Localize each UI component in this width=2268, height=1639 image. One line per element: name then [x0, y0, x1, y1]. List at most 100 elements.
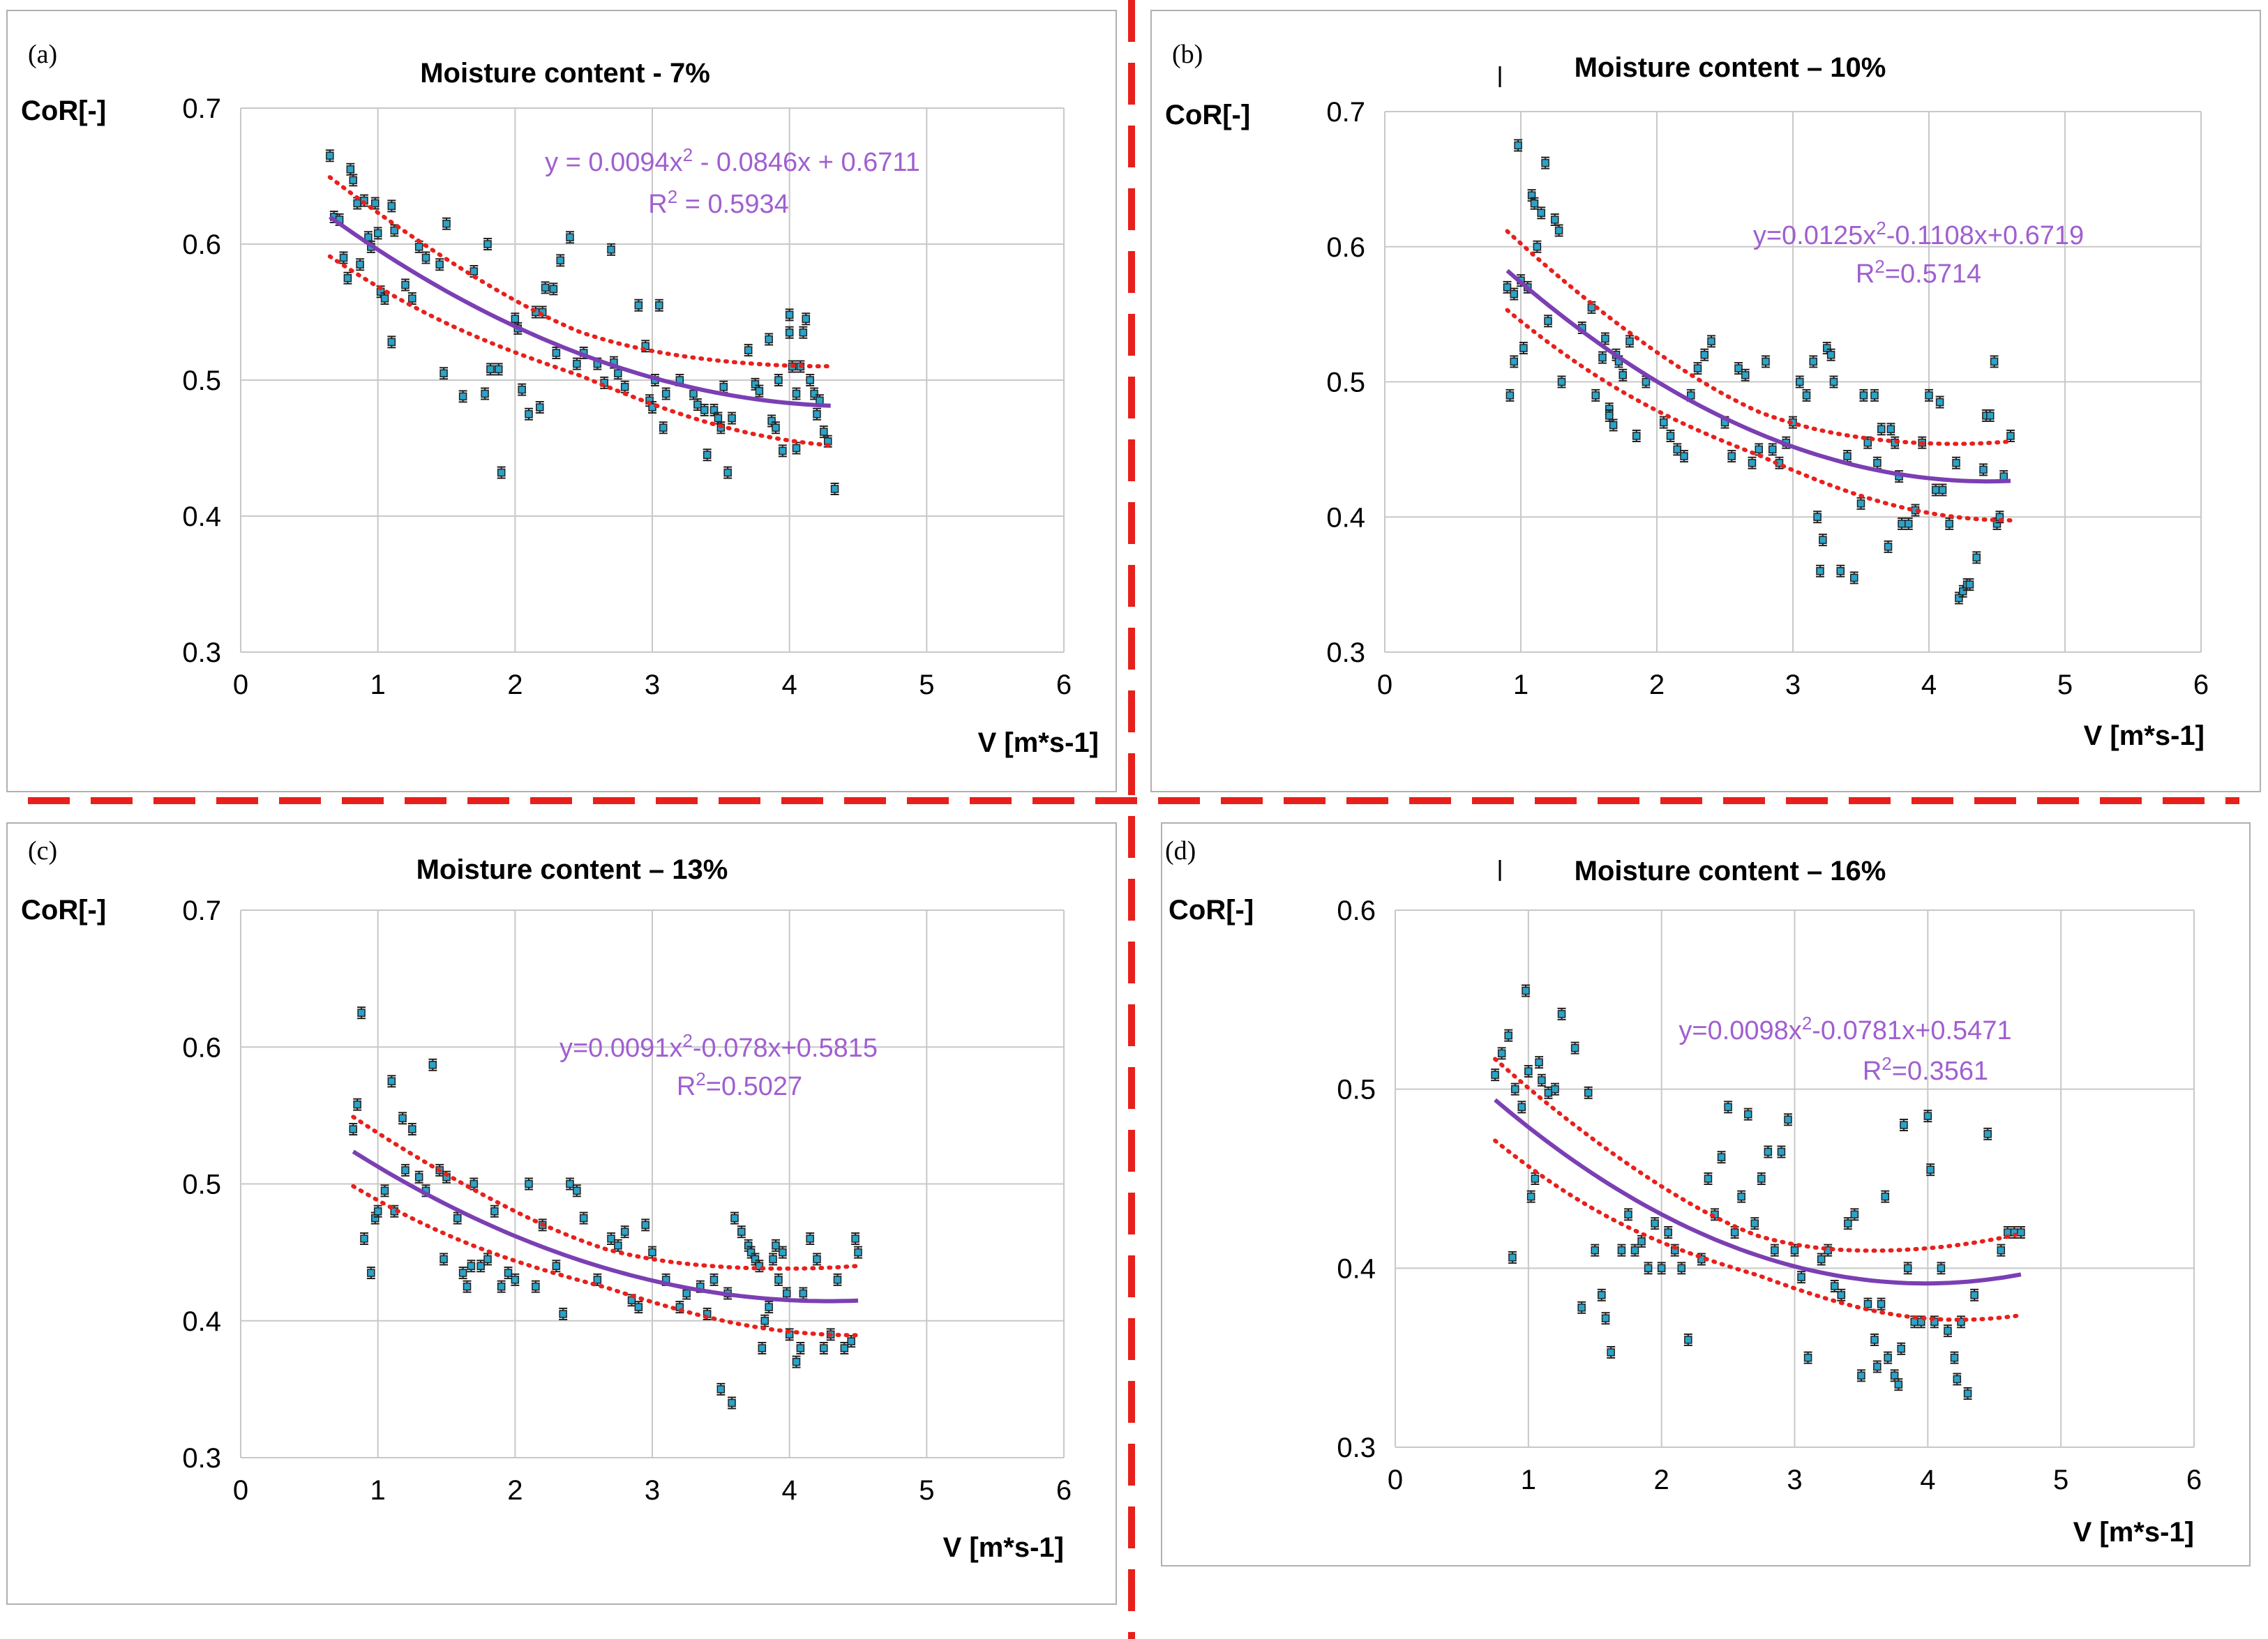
data-point — [1979, 463, 1988, 476]
data-point — [1657, 1262, 1666, 1275]
y-tick-label: 0.3 — [1337, 1433, 1376, 1463]
data-point — [1750, 1217, 1759, 1230]
x-tick-label: 5 — [919, 1475, 934, 1506]
data-point — [723, 466, 733, 479]
x-tick-label: 6 — [2193, 670, 2209, 700]
y-tick-label: 0.6 — [1326, 232, 1365, 263]
data-point — [401, 278, 410, 292]
y-axis-label: CoR[-] — [1165, 100, 1250, 130]
data-point — [728, 1396, 737, 1410]
data-point — [1925, 388, 1933, 402]
data-point — [1775, 456, 1784, 469]
x-tick-label: 3 — [1785, 670, 1801, 700]
y-tick-label: 0.4 — [182, 1306, 221, 1337]
data-point — [440, 367, 449, 380]
data-point — [799, 326, 808, 339]
data-point — [1768, 443, 1777, 456]
data-point — [1903, 1262, 1912, 1275]
data-point — [453, 1211, 462, 1225]
x-tick-label: 2 — [1649, 670, 1665, 700]
x-tick-label: 0 — [1388, 1465, 1403, 1495]
data-point — [728, 411, 737, 425]
y-tick-label: 0.4 — [1326, 502, 1365, 533]
data-point — [518, 383, 527, 396]
data-point — [440, 1253, 449, 1266]
x-tick-label: 1 — [370, 670, 386, 700]
data-point — [1952, 456, 1960, 469]
data-point — [1505, 388, 1515, 402]
data-point — [2016, 1226, 2025, 1239]
data-point — [398, 1112, 407, 1125]
data-point — [709, 1273, 719, 1286]
data-point — [1517, 1101, 1526, 1114]
data-point — [1737, 1190, 1746, 1203]
data-point — [556, 254, 565, 267]
data-point — [792, 1355, 801, 1368]
trend-line — [1494, 1098, 2022, 1286]
trend-line — [329, 215, 831, 408]
data-point — [1904, 517, 1913, 530]
x-tick-label: 2 — [1654, 1465, 1669, 1495]
data-point — [1683, 1334, 1692, 1346]
upper-confidence-line — [1493, 1057, 2023, 1253]
data-point — [1557, 375, 1566, 388]
x-tick-label: 4 — [1920, 1465, 1935, 1495]
x-tick-label: 0 — [233, 1475, 248, 1506]
y-tick-label: 0.4 — [1337, 1253, 1376, 1284]
r-squared: R2=0.5027 — [677, 1068, 802, 1101]
data-point — [535, 401, 544, 414]
data-point — [1983, 1127, 1992, 1140]
data-point — [1707, 335, 1715, 348]
data-point — [1849, 571, 1858, 584]
data-point — [765, 333, 774, 346]
data-point — [1554, 224, 1563, 237]
data-point — [634, 1301, 643, 1314]
data-point — [830, 483, 839, 495]
r-squared: R2=0.3561 — [1863, 1053, 1988, 1086]
data-point — [380, 292, 389, 305]
data-point — [796, 1342, 805, 1354]
data-point — [1937, 1262, 1946, 1275]
data-point — [387, 335, 396, 349]
data-point — [1950, 1351, 1959, 1364]
y-tick-label: 0.5 — [1337, 1075, 1376, 1105]
y-axis-label: CoR[-] — [21, 895, 106, 926]
data-point — [1970, 1288, 1979, 1301]
data-point — [1531, 1172, 1540, 1185]
data-point — [541, 281, 550, 294]
lower-confidence-line — [1493, 1138, 2023, 1322]
y-tick-label: 0.3 — [1326, 637, 1365, 668]
data-point — [620, 1225, 629, 1239]
data-point — [1897, 1342, 1906, 1355]
data-point — [1837, 1288, 1846, 1301]
chart-title: Moisture content - 7% — [420, 58, 710, 89]
chart-title: Moisture content – 16% — [1575, 856, 1886, 886]
data-point — [572, 357, 581, 370]
y-tick-label: 0.5 — [182, 365, 221, 396]
data-point — [1881, 1190, 1890, 1203]
y-tick-label: 0.6 — [182, 1032, 221, 1063]
chart-title: Moisture content – 13% — [416, 854, 728, 885]
data-point — [373, 227, 382, 240]
upper-confidence-line — [351, 1115, 860, 1271]
data-point — [1619, 368, 1628, 382]
data-point — [758, 1342, 767, 1354]
data-point — [1504, 1029, 1513, 1042]
data-point — [1945, 517, 1954, 530]
data-point — [1743, 1108, 1752, 1121]
data-point — [2006, 430, 2015, 442]
data-point — [1764, 1145, 1773, 1158]
data-point — [1843, 450, 1852, 463]
data-point — [476, 1260, 486, 1273]
data-point — [531, 1280, 540, 1293]
data-point — [1818, 534, 1827, 547]
data-point — [730, 1211, 739, 1225]
data-point — [1783, 1113, 1792, 1126]
data-point — [373, 1204, 382, 1218]
data-point — [1850, 1208, 1859, 1221]
y-tick-label: 0.7 — [1326, 97, 1365, 128]
data-point — [607, 1232, 615, 1245]
data-point — [1617, 1244, 1626, 1257]
data-point — [1859, 388, 1868, 402]
